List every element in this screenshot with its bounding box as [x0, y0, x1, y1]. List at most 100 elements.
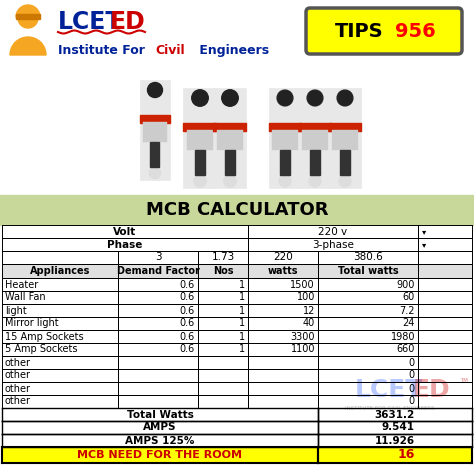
FancyBboxPatch shape	[306, 8, 462, 54]
Bar	[318, 447, 472, 463]
Bar	[118, 356, 198, 369]
Text: 220: 220	[273, 253, 293, 263]
Bar	[248, 225, 418, 238]
Bar	[2, 225, 248, 238]
Bar	[198, 251, 248, 264]
Text: ED: ED	[110, 10, 146, 34]
Bar	[318, 251, 418, 264]
Bar	[248, 330, 318, 343]
Text: 100: 100	[297, 292, 315, 302]
Bar	[2, 251, 118, 264]
Text: AMPS: AMPS	[143, 422, 177, 432]
Bar	[118, 291, 198, 304]
Bar	[273, 130, 298, 150]
Text: 0.6: 0.6	[180, 280, 195, 290]
Bar	[0, 0, 474, 75]
Bar	[2, 330, 118, 343]
Bar	[2, 356, 118, 369]
Bar	[225, 150, 235, 175]
Text: ▾: ▾	[422, 240, 426, 249]
Bar	[418, 317, 472, 330]
Text: 0.6: 0.6	[180, 306, 195, 316]
Bar	[418, 395, 472, 408]
Bar	[198, 369, 248, 382]
Text: Mirror light: Mirror light	[5, 319, 59, 328]
Bar	[248, 251, 318, 264]
Bar	[418, 330, 472, 343]
Text: watts: watts	[268, 266, 298, 276]
Text: 0.6: 0.6	[180, 331, 195, 341]
Bar	[198, 304, 248, 317]
Text: 1100: 1100	[291, 345, 315, 355]
Text: 0: 0	[409, 357, 415, 367]
Wedge shape	[10, 37, 46, 55]
Bar	[2, 278, 118, 291]
Text: 0.6: 0.6	[180, 345, 195, 355]
Text: 0: 0	[409, 371, 415, 381]
Bar	[332, 130, 357, 150]
Text: Volt: Volt	[113, 227, 137, 237]
Bar	[2, 447, 318, 463]
Text: ▾: ▾	[422, 227, 426, 236]
Text: other: other	[5, 383, 31, 393]
Text: 380.6: 380.6	[353, 253, 383, 263]
Bar	[418, 225, 472, 238]
Text: Phase: Phase	[107, 239, 143, 249]
Bar	[418, 343, 472, 356]
Text: 1980: 1980	[391, 331, 415, 341]
Bar	[2, 291, 118, 304]
Text: ED: ED	[413, 378, 451, 402]
Text: 3300: 3300	[291, 331, 315, 341]
Circle shape	[277, 90, 293, 106]
Bar	[143, 122, 167, 142]
Bar	[2, 382, 118, 395]
Bar	[151, 142, 159, 167]
Bar	[318, 317, 418, 330]
Bar	[2, 317, 118, 330]
Bar	[118, 343, 198, 356]
Text: 220 v: 220 v	[319, 227, 347, 237]
Text: 660: 660	[397, 345, 415, 355]
Bar	[2, 238, 248, 251]
Bar	[16, 14, 40, 19]
Bar	[248, 291, 318, 304]
Text: 1500: 1500	[291, 280, 315, 290]
Text: 3-phase: 3-phase	[312, 239, 354, 249]
Circle shape	[149, 167, 161, 179]
Bar	[2, 304, 118, 317]
Text: 0: 0	[409, 396, 415, 407]
Text: other: other	[5, 357, 31, 367]
Circle shape	[18, 8, 38, 28]
Text: MCB CALCULATOR: MCB CALCULATOR	[146, 201, 328, 219]
Circle shape	[339, 175, 351, 187]
Bar	[318, 408, 472, 421]
Bar	[195, 150, 205, 175]
Bar	[318, 434, 472, 447]
Bar	[183, 123, 217, 131]
Bar	[2, 421, 318, 434]
Bar	[118, 304, 198, 317]
Text: Wall Fan: Wall Fan	[5, 292, 46, 302]
Text: Appliances: Appliances	[30, 266, 90, 276]
Bar	[418, 291, 472, 304]
Text: 1.73: 1.73	[211, 253, 235, 263]
Text: 1: 1	[239, 306, 245, 316]
Bar	[213, 88, 246, 188]
Circle shape	[279, 175, 292, 187]
Text: 0.6: 0.6	[180, 292, 195, 302]
Bar	[318, 304, 418, 317]
Text: TM: TM	[460, 377, 468, 383]
Text: 12: 12	[302, 306, 315, 316]
Text: TIPS: TIPS	[335, 21, 383, 40]
Text: 1: 1	[239, 280, 245, 290]
Text: 5 Amp Sockets: 5 Amp Sockets	[5, 345, 78, 355]
Circle shape	[222, 90, 238, 106]
Text: 956: 956	[395, 21, 436, 40]
Bar	[318, 278, 418, 291]
Bar	[187, 130, 213, 150]
Bar	[248, 395, 318, 408]
Circle shape	[223, 174, 237, 188]
Text: Engineers: Engineers	[195, 44, 269, 56]
Text: 1: 1	[239, 331, 245, 341]
Text: 900: 900	[397, 280, 415, 290]
